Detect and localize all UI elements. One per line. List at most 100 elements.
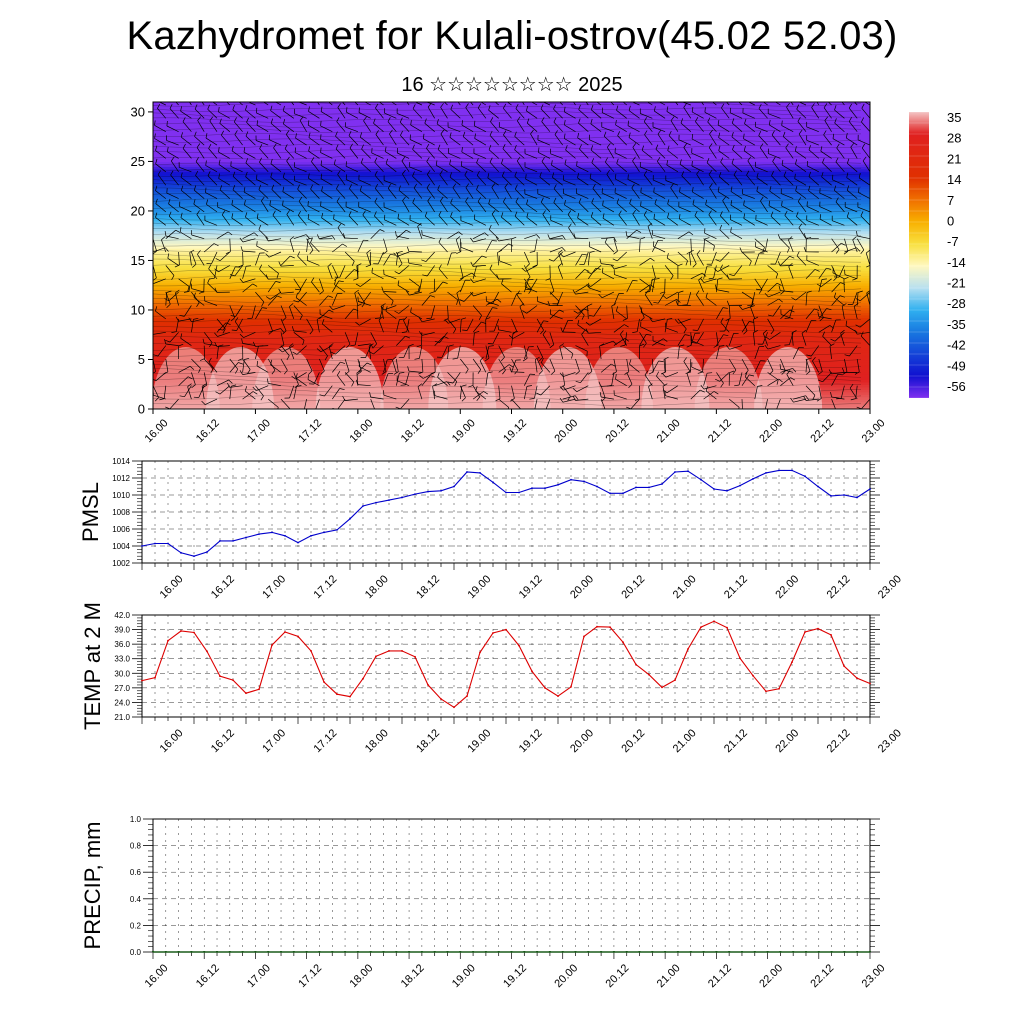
wind-barb-flag xyxy=(568,223,572,228)
wind-barb xyxy=(155,163,167,173)
wind-barb-flag xyxy=(205,187,207,193)
series-point xyxy=(297,541,299,544)
wind-barb xyxy=(320,205,333,213)
wind-barb xyxy=(716,307,724,320)
isotherm-contour xyxy=(153,122,862,128)
wind-barb xyxy=(780,278,785,292)
wind-barb-flag xyxy=(321,212,324,218)
wind-barb xyxy=(184,305,192,317)
wind-barb xyxy=(780,314,794,320)
wind-barb-flag xyxy=(743,133,745,139)
wind-barb-flag xyxy=(798,223,803,228)
wind-barb xyxy=(643,121,653,132)
wind-barb xyxy=(703,278,717,283)
wind-barb-flag xyxy=(577,213,580,218)
wind-barb-flag xyxy=(193,185,197,191)
wind-barb xyxy=(289,239,295,253)
wind-barb xyxy=(356,305,359,319)
wind-barb-flag xyxy=(501,92,502,97)
wind-barb xyxy=(196,214,205,226)
temperature-band xyxy=(153,314,870,318)
wind-barb xyxy=(359,318,371,326)
temperature-band xyxy=(153,287,870,291)
wind-barb xyxy=(235,305,243,317)
wind-barb xyxy=(472,232,485,240)
wind-barb xyxy=(307,379,320,387)
wind-barb-flag xyxy=(307,374,309,380)
wind-barb-flag xyxy=(259,157,262,163)
wind-barb-flag xyxy=(259,144,263,149)
wind-barb xyxy=(216,346,219,360)
wind-barb-flag xyxy=(562,235,566,240)
wind-barb xyxy=(587,305,589,319)
wind-barb xyxy=(339,265,346,278)
wind-barb xyxy=(511,332,514,346)
wind-barb xyxy=(207,109,218,119)
wind-barb xyxy=(767,318,775,331)
wind-barb xyxy=(399,121,410,132)
wind-barb-flag xyxy=(387,183,392,189)
wind-barb xyxy=(590,123,602,132)
wind-barb-flag xyxy=(346,344,351,348)
wind-barb-flag xyxy=(155,198,158,204)
wind-barb xyxy=(286,134,295,146)
wind-barb-flag xyxy=(481,321,486,324)
wind-barb xyxy=(319,278,324,292)
wind-barb xyxy=(567,214,576,226)
wind-barb xyxy=(396,335,406,346)
wind-barb-flag xyxy=(397,213,400,219)
y-tick-label: 24.0 xyxy=(114,698,130,707)
wind-barb xyxy=(810,345,820,357)
wind-barb-flag xyxy=(860,211,864,217)
wind-barb-flag xyxy=(142,268,143,273)
x-tick-label: 16.00 xyxy=(143,417,171,445)
wind-barb xyxy=(861,121,870,132)
wind-barb-flag xyxy=(180,333,183,339)
wind-barb xyxy=(780,290,794,293)
wind-barb xyxy=(705,297,717,306)
wind-barb-flag xyxy=(295,373,298,379)
wind-barb-flag xyxy=(374,211,377,217)
wind-barb-flag xyxy=(426,143,430,149)
wind-barb-flag xyxy=(718,145,721,151)
x-tick-label: 19.12 xyxy=(517,727,545,755)
x-tick-label: 19.12 xyxy=(501,962,529,990)
wind-barb xyxy=(834,109,845,119)
wind-barb-flag xyxy=(578,198,582,203)
wind-barb-flag xyxy=(368,351,374,355)
wind-barb xyxy=(524,193,538,199)
wind-barb-flag xyxy=(399,318,405,320)
wind-barb xyxy=(665,395,678,400)
wind-barb xyxy=(578,122,589,132)
temperature-band xyxy=(153,139,870,143)
wind-barb-flag xyxy=(209,277,215,280)
wind-barb-flag xyxy=(450,211,453,217)
temperature-band xyxy=(153,339,870,343)
wind-barb-flag xyxy=(503,130,507,136)
wind-barb-flag xyxy=(475,386,478,392)
x-tick-label: 16.00 xyxy=(158,573,186,601)
wind-barb xyxy=(168,216,179,226)
wind-barb xyxy=(730,112,743,119)
wind-barb-flag xyxy=(654,198,657,205)
wind-barb xyxy=(203,243,215,253)
wind-barb xyxy=(358,112,371,119)
wind-barb-flag xyxy=(165,247,169,252)
wind-barb-flag xyxy=(591,198,594,204)
wind-barb-flag xyxy=(359,185,362,191)
x-tick-label: 23.00 xyxy=(860,962,888,990)
wind-barb xyxy=(153,332,154,333)
colorbar-label: -35 xyxy=(947,317,966,332)
wind-barb-flag xyxy=(474,133,476,139)
wind-barb xyxy=(707,121,717,132)
wind-barb-flag xyxy=(654,94,655,99)
wind-barb xyxy=(576,165,589,173)
wind-barb xyxy=(514,215,525,226)
wind-barb xyxy=(337,174,346,186)
wind-barb-flag xyxy=(222,328,226,334)
wind-barb xyxy=(666,385,679,394)
wind-barb xyxy=(320,165,333,173)
wind-barb-flag xyxy=(789,309,795,313)
wind-barb-flag xyxy=(265,236,269,242)
wind-barb xyxy=(204,343,218,346)
